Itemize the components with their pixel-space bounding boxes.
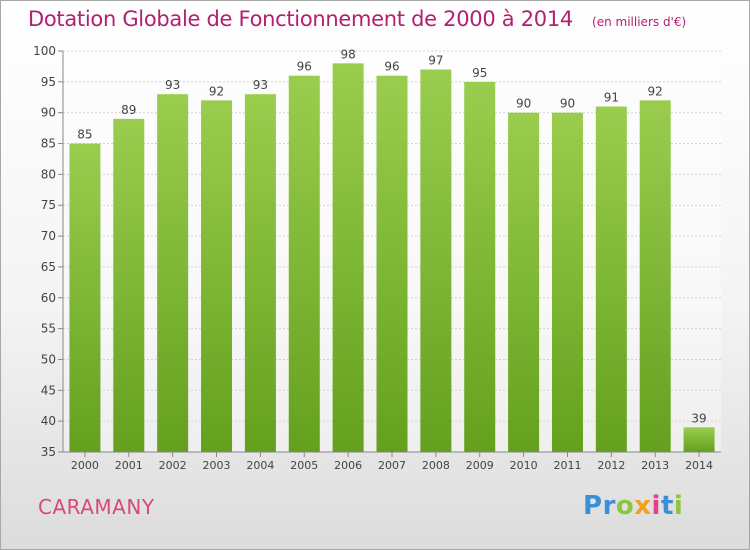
data-label: 90 (560, 97, 575, 111)
x-tick-label: 2000 (71, 459, 99, 472)
y-tick-label: 65 (41, 260, 56, 274)
y-tick-label: 100 (33, 44, 56, 58)
y-tick-label: 45 (41, 383, 56, 397)
y-tick-label: 85 (41, 137, 56, 151)
chart-title: Dotation Globale de Fonctionnement de 20… (28, 7, 573, 31)
data-label: 92 (209, 84, 224, 98)
y-tick-label: 80 (41, 167, 56, 181)
y-tick-label: 55 (41, 322, 56, 336)
x-tick-label: 2004 (246, 459, 274, 472)
data-label: 93 (253, 78, 268, 92)
bar (288, 75, 320, 452)
bar (683, 427, 715, 452)
y-tick-label: 50 (41, 352, 56, 366)
bar (69, 143, 101, 453)
chart-unit-label: (en milliers d'€) (592, 15, 687, 29)
logo-letter: i (651, 491, 661, 521)
logo-letter: t (660, 491, 674, 521)
y-tick-label: 40 (41, 414, 56, 428)
x-tick-label: 2010 (510, 459, 538, 472)
x-tick-label: 2001 (115, 459, 143, 472)
data-label: 89 (121, 103, 136, 117)
title-block: Dotation Globale de Fonctionnement de 20… (28, 7, 686, 31)
y-tick-label: 95 (41, 75, 56, 89)
data-label: 93 (165, 78, 180, 92)
y-tick-label: 35 (41, 445, 56, 459)
x-tick-label: 2007 (378, 459, 406, 472)
bar (244, 94, 276, 452)
data-label: 90 (516, 97, 531, 111)
logo-letter: r (602, 491, 616, 521)
x-tick-label: 2014 (685, 459, 713, 472)
data-label: 91 (604, 91, 619, 105)
x-tick-label: 2008 (422, 459, 450, 472)
bar (332, 63, 364, 452)
logo-letter: o (615, 491, 635, 521)
bar (157, 94, 189, 452)
y-tick-label: 70 (41, 229, 56, 243)
data-label: 85 (77, 128, 92, 142)
x-tick-label: 2009 (466, 459, 494, 472)
data-label: 92 (648, 84, 663, 98)
bar (113, 118, 145, 452)
x-tick-label: 2003 (203, 459, 231, 472)
proxiti-logo: Proxiti (583, 491, 683, 521)
y-tick-label: 60 (41, 291, 56, 305)
bar (551, 112, 583, 452)
y-tick-label: 75 (41, 198, 56, 212)
data-label: 96 (384, 60, 399, 74)
commune-name: CARAMANY (38, 495, 155, 519)
bar (464, 81, 496, 452)
logo-letter: P (583, 491, 603, 521)
bar (376, 75, 408, 452)
x-tick-label: 2005 (290, 459, 318, 472)
logo-letter: i (673, 491, 684, 521)
x-tick-label: 2012 (597, 459, 625, 472)
x-tick-label: 2006 (334, 459, 362, 472)
bar (639, 100, 671, 452)
x-tick-label: 2011 (553, 459, 581, 472)
bar (595, 106, 627, 453)
data-label: 96 (297, 60, 312, 74)
bar (508, 112, 540, 452)
logo-letter: x (634, 491, 652, 521)
y-tick-label: 90 (41, 106, 56, 120)
data-label: 98 (340, 47, 355, 61)
bar (420, 69, 452, 452)
bar (201, 100, 233, 452)
data-label: 97 (428, 54, 443, 68)
data-label: 39 (691, 411, 706, 425)
x-tick-label: 2002 (159, 459, 187, 472)
data-label: 95 (472, 66, 487, 80)
x-tick-label: 2013 (641, 459, 669, 472)
